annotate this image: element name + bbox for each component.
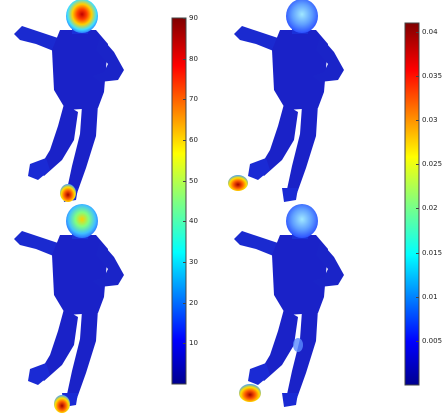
head-hotspot xyxy=(286,0,318,33)
colorbar-right-tick-mark xyxy=(416,340,419,342)
colorbar-right-tick-label: 0.005 xyxy=(422,336,443,345)
colorbar-right-tick-mark xyxy=(416,120,419,122)
colorbar-right-tick-label: 0.04 xyxy=(422,27,438,36)
colorbar-left-tick-mark xyxy=(183,302,186,304)
colorbar-left-tick-label: 70 xyxy=(189,95,198,104)
colorbar-left-tick-label: 10 xyxy=(189,339,198,348)
colorbar-right-bar xyxy=(404,22,420,386)
colorbar-left-tick-label: 60 xyxy=(189,136,198,144)
colorbar-right-tick-label: 0.02 xyxy=(422,204,438,213)
head-hotspot xyxy=(66,0,98,33)
colorbar-right-tick-label: 0.035 xyxy=(422,71,443,80)
foot-hotspot xyxy=(54,395,70,413)
colorbar-right-tick-mark xyxy=(416,31,419,33)
colorbar-right-tick-mark xyxy=(416,252,419,254)
colorbar-left-tick-mark xyxy=(183,221,186,223)
colorbar-right-tick-mark xyxy=(416,164,419,166)
colorbar-left-tick-mark xyxy=(183,262,186,263)
colorbar-left-tick-label: 90 xyxy=(189,14,198,22)
foot-hotspot xyxy=(239,384,261,402)
colorbar-left-tick-mark xyxy=(183,99,186,101)
figure-bottom-left xyxy=(14,204,124,413)
foot-hotspot xyxy=(60,184,76,202)
colorbar-right-tick-label: 0.025 xyxy=(422,160,443,169)
figure-top-right xyxy=(228,0,344,202)
colorbar-right-tick-mark xyxy=(416,75,419,77)
colorbar-right-tick-label: 0.01 xyxy=(422,292,438,301)
colorbar-right-tick-mark xyxy=(416,296,419,298)
colorbar-right-tick-label: 0.03 xyxy=(422,116,438,125)
colorbar-left-tick-label: 80 xyxy=(189,54,198,63)
colorbar-left-tick-label: 30 xyxy=(189,258,198,266)
colorbar-left-tick-mark xyxy=(183,343,186,345)
colorbar-left-tick-label: 20 xyxy=(189,298,198,307)
head-hotspot xyxy=(286,204,318,238)
colorbar-left-tick-mark xyxy=(183,18,186,19)
colorbar-left-tick-label: 40 xyxy=(189,217,198,226)
head-hotspot xyxy=(66,204,98,238)
colorbar-left-tick-mark xyxy=(183,180,186,182)
figure-bottom-right xyxy=(234,204,344,407)
knee-hotspot xyxy=(293,338,303,352)
figure-top-left xyxy=(14,0,124,202)
colorbar-left-tick-mark xyxy=(183,58,186,60)
colorbar-left-tick-mark xyxy=(183,140,186,141)
foot-hotspot xyxy=(228,175,248,191)
colorbar-right-tick-label: 0.015 xyxy=(422,248,443,257)
colorbar-right-tick-mark xyxy=(416,208,419,210)
colorbar-left-bar xyxy=(171,17,187,385)
colorbar-left-tick-label: 50 xyxy=(189,176,198,185)
